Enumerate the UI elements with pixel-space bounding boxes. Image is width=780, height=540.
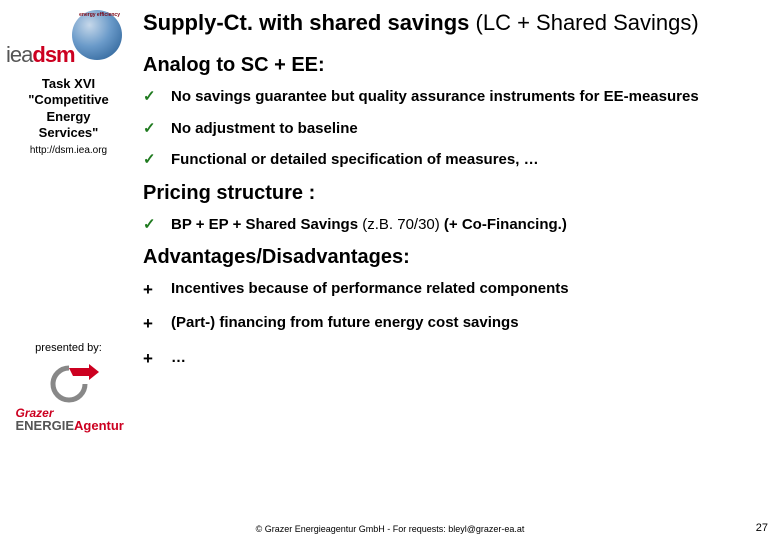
pricing-item: ✓ BP + EP + Shared Savings (z.B. 70/30) … <box>143 215 762 235</box>
analog-item: ✓Functional or detailed specification of… <box>143 150 762 170</box>
logo-sm: sm <box>45 42 75 67</box>
main-content: Supply-Ct. with shared savings (LC + Sha… <box>135 0 780 540</box>
page-number: 27 <box>756 522 768 534</box>
analog-list: ✓No savings guarantee but quality assura… <box>143 87 762 170</box>
pricing-text: BP + EP + Shared Savings (z.B. 70/30) (+… <box>171 215 567 235</box>
task-l1: Task XVI <box>6 76 131 92</box>
slide-title: Supply-Ct. with shared savings (LC + Sha… <box>143 10 762 36</box>
pricing-bold2: (+ Co-Financing.) <box>444 216 567 233</box>
section-pricing: Pricing structure : <box>143 182 762 205</box>
sidebar: energy efficiency ieadsm Task XVI "Compe… <box>0 0 135 540</box>
check-icon: ✓ <box>143 150 171 170</box>
check-icon: ✓ <box>143 119 171 139</box>
analog-text-2: Functional or detailed specification of … <box>171 150 539 170</box>
task-l4: Services" <box>6 125 131 141</box>
footer-copyright: © Grazer Energieagentur GmbH - For reque… <box>0 524 780 534</box>
pricing-bold: BP + EP + Shared Savings <box>171 216 362 233</box>
section-adv: Advantages/Disadvantages: <box>143 246 762 269</box>
source-url: http://dsm.iea.org <box>6 145 131 156</box>
check-icon: ✓ <box>143 215 171 235</box>
plus-icon: + <box>143 348 171 370</box>
plus-icon: + <box>143 313 171 335</box>
adv-item: +… <box>143 348 762 370</box>
task-l3: Energy <box>6 109 131 125</box>
section-analog: Analog to SC + EE: <box>143 54 762 77</box>
presented-by-label: presented by: <box>6 342 131 354</box>
logo-d: d <box>32 42 44 67</box>
task-l2: "Competitive <box>6 92 131 108</box>
analog-text-0: No savings guarantee but quality assuran… <box>171 87 699 107</box>
analog-item: ✓No adjustment to baseline <box>143 119 762 139</box>
adv-text-1: (Part-) financing from future energy cos… <box>171 313 519 333</box>
pricing-list: ✓ BP + EP + Shared Savings (z.B. 70/30) … <box>143 215 762 235</box>
grazer-energie: ENERGIE <box>16 418 75 433</box>
adv-item: +Incentives because of performance relat… <box>143 279 762 301</box>
logo-text: ieadsm <box>6 42 75 68</box>
analog-text-1: No adjustment to baseline <box>171 119 358 139</box>
plus-icon: + <box>143 279 171 301</box>
grazer-agentur: Agentur <box>74 418 124 433</box>
grazer-logo: Grazer ENERGIEAgentur <box>10 362 128 432</box>
analog-item: ✓No savings guarantee but quality assura… <box>143 87 762 107</box>
task-title: Task XVI "Competitive Energy Services" <box>6 76 131 141</box>
adv-text-2: … <box>171 348 186 368</box>
iea-dsm-logo: energy efficiency ieadsm <box>6 8 126 70</box>
pricing-light: (z.B. 70/30) <box>362 216 444 233</box>
grazer-line2: ENERGIEAgentur <box>10 420 128 432</box>
title-light: (LC + Shared Savings) <box>476 10 699 35</box>
grazer-mark-icon <box>39 362 99 404</box>
adv-item: +(Part-) financing from future energy co… <box>143 313 762 335</box>
title-bold: Supply-Ct. with shared savings <box>143 10 476 35</box>
logo-left: iea <box>6 42 32 67</box>
check-icon: ✓ <box>143 87 171 107</box>
logo-small-text: energy efficiency <box>79 12 120 18</box>
adv-list: +Incentives because of performance relat… <box>143 279 762 369</box>
adv-text-0: Incentives because of performance relate… <box>171 279 569 299</box>
